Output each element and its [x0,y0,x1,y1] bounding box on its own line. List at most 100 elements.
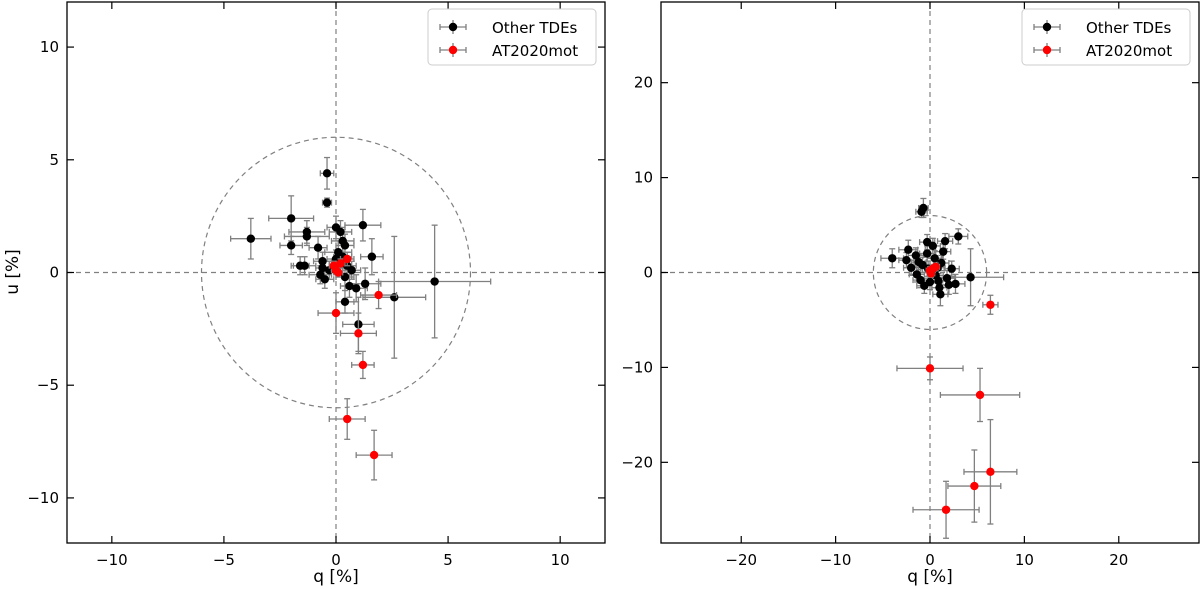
x-tick-label: 5 [443,551,453,569]
y-tick-label: −5 [37,376,59,394]
data-point [390,293,399,302]
data-point [430,277,439,286]
data-point [917,207,926,216]
data-point [911,251,921,260]
data-point [966,273,975,282]
x-tick-label: 0 [925,551,935,569]
data-point [888,254,897,263]
data-point [986,300,995,309]
data-point [942,273,952,283]
series-other-tdes [229,156,492,359]
data-point [926,269,936,278]
data-point [336,227,345,237]
data-point [954,232,963,241]
y-tick-label: 10 [40,38,59,56]
data-point [931,262,940,272]
data-point [358,360,368,370]
data-point [318,263,327,273]
circle-6-percent [200,136,472,409]
legend-frame [427,8,597,66]
data-point [951,279,960,289]
data-point [367,252,377,261]
data-point [934,276,943,286]
legend-label-other-tdes: Other TDEs [492,19,578,37]
data-point [986,467,995,477]
data-point [925,364,935,373]
legend-marker-at2020mot [439,43,467,57]
x-tick-label: −5 [213,551,235,569]
y-tick-label: −20 [621,453,653,471]
x-tick-label: 20 [1109,551,1128,569]
data-point [930,254,939,263]
data-point [246,234,256,243]
data-point [331,308,341,318]
data-point [914,257,923,267]
legend-frame [1021,8,1191,66]
data-point [925,277,935,287]
data-point [340,241,350,250]
right-panel: −20 −10 0 10 20 −20 −10 0 10 20 q [%] Other TDEs … [621,1,1200,587]
left-legend: Other TDEs AT2020mot [427,8,597,66]
y-tick-label: 0 [49,264,59,282]
plot-area-1: −20 −10 0 10 20 −20 −10 0 10 20 [621,1,1200,569]
series-at2020mot [896,262,1021,539]
data-point [922,249,932,258]
data-point [941,505,951,514]
data-point [286,214,296,223]
data-point [347,266,356,275]
data-point [970,481,979,491]
x-tick-label: −10 [96,551,128,569]
data-point [343,414,352,424]
x-tick-label: −20 [725,551,757,569]
y-tick-label: 20 [634,74,653,92]
data-point [329,261,338,270]
legend-label-at2020mot: AT2020mot [1086,42,1172,60]
data-point [340,297,350,307]
data-point [351,284,361,293]
series-other-tdes [880,197,1005,307]
legend-label-at2020mot: AT2020mot [492,42,578,60]
y-tick-label: −10 [27,489,59,507]
x-tick-label: 10 [551,551,570,569]
x-tick-label: 10 [1015,551,1034,569]
data-point [322,198,332,207]
data-point [302,232,312,241]
data-point [343,254,352,264]
data-point [936,290,945,299]
y-tick-label: 0 [643,264,653,282]
x-tick-label: −10 [820,551,852,569]
data-point [345,281,354,291]
y-tick-label: 10 [634,169,653,187]
data-point [928,241,938,251]
y-tick-label: −10 [621,358,653,376]
plot-area-0: −10 −5 0 5 10 −10 −5 0 5 10 [27,1,606,569]
circle-6-percent [872,214,988,331]
series-at2020mot [317,251,398,481]
data-point [906,263,916,272]
legend-marker-other-tdes [1033,20,1061,34]
data-point [300,261,309,270]
data-point [940,236,950,246]
legend-marker-other-tdes [439,20,467,34]
data-point [374,290,383,300]
y-tick-label: 5 [49,151,59,169]
data-point [334,268,343,277]
data-point [360,279,370,288]
left-y-axis-label: u [%] [3,249,23,295]
data-point [336,259,345,268]
data-point [318,257,327,266]
data-point [354,329,363,338]
legend-marker-at2020mot [1033,43,1061,57]
x-tick-label: 0 [331,551,341,569]
data-point [286,241,296,250]
data-point [369,450,379,460]
data-point [975,390,985,400]
left-panel: −10 −5 0 5 10 −10 −5 0 5 10 u [%] q [%] Other TDE… [3,1,606,587]
data-point [944,280,954,290]
data-point [358,220,368,230]
data-point [935,283,944,292]
data-point [947,264,956,273]
right-legend: Other TDEs AT2020mot [1021,8,1191,66]
data-point [313,243,323,252]
